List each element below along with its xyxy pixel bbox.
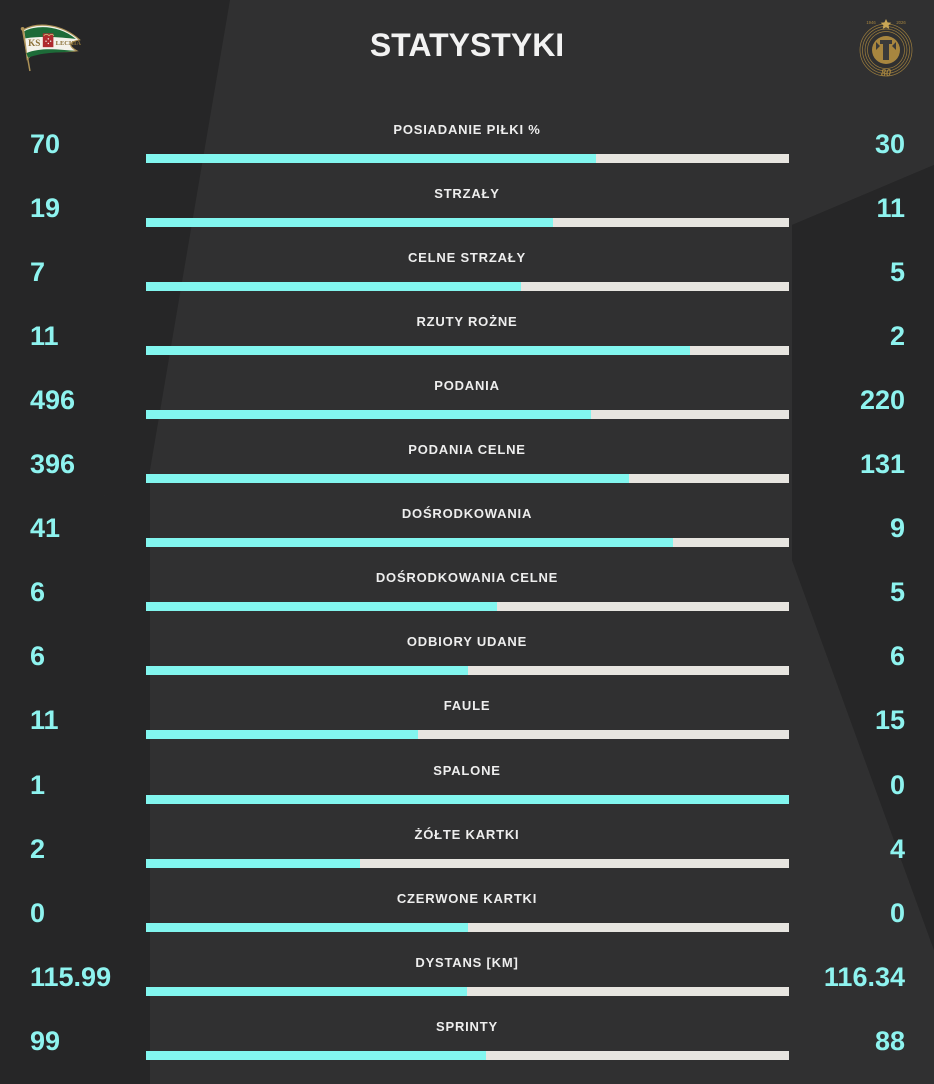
svg-text:2026: 2026 (896, 20, 906, 25)
svg-text:80: 80 (881, 68, 891, 79)
svg-text:KS: KS (28, 38, 40, 48)
svg-text:LECHIA: LECHIA (56, 40, 82, 47)
svg-text:1946: 1946 (866, 20, 876, 25)
